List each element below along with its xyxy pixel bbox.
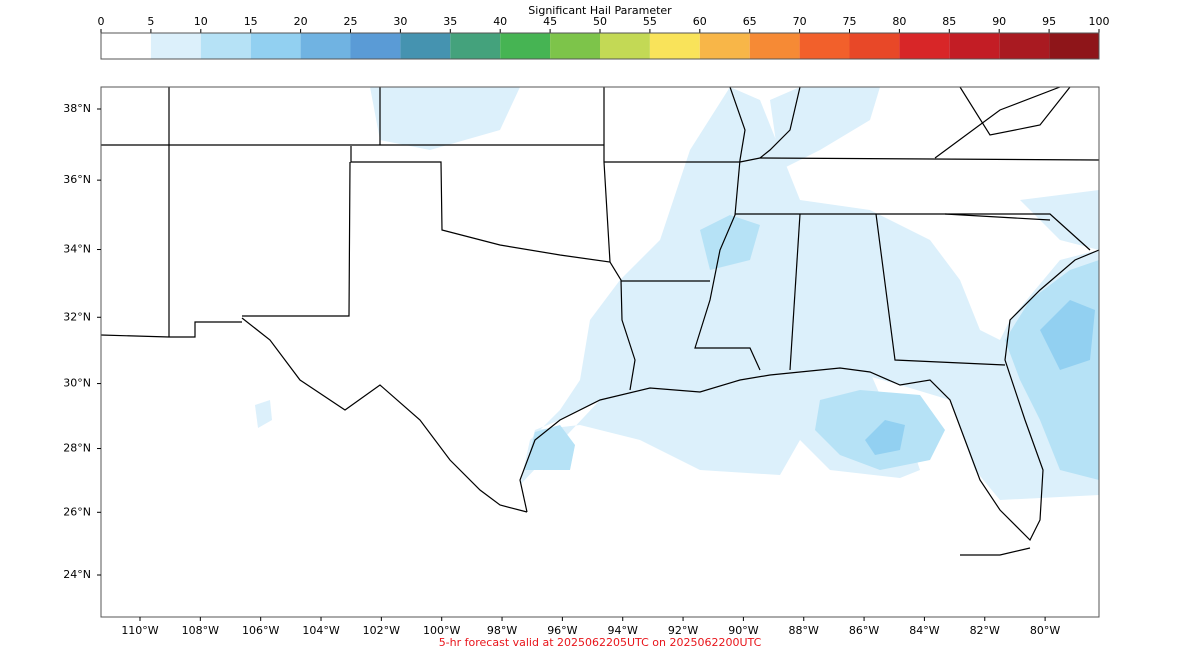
lon-label: 108°W bbox=[182, 624, 219, 637]
colorbar-tick-label: 15 bbox=[244, 15, 258, 28]
colorbar-tick-label: 20 bbox=[294, 15, 308, 28]
lon-label: 86°W bbox=[849, 624, 879, 637]
colorbar-segment bbox=[799, 33, 850, 59]
colorbar-segment bbox=[400, 33, 451, 59]
colorbar-segment bbox=[949, 33, 1000, 59]
lon-label: 94°W bbox=[608, 624, 638, 637]
colorbar: 0 5 10 15 20 25 30 35 40 45 50 55 60 65 70 75 80 85 90 95 10… bbox=[98, 15, 1110, 59]
colorbar-segment bbox=[300, 33, 351, 59]
colorbar-segment bbox=[749, 33, 800, 59]
lat-label: 24°N bbox=[63, 568, 91, 581]
lon-label: 82°W bbox=[970, 624, 1000, 637]
colorbar-tick-label: 100 bbox=[1089, 15, 1110, 28]
colorbar-tick-label: 55 bbox=[643, 15, 657, 28]
colorbar-tick-label: 50 bbox=[593, 15, 607, 28]
lat-label: 38°N bbox=[63, 102, 91, 115]
colorbar-segment bbox=[200, 33, 251, 59]
colorbar-tick-label: 30 bbox=[393, 15, 407, 28]
colorbar-tick-label: 25 bbox=[344, 15, 358, 28]
colorbar-segment bbox=[999, 33, 1050, 59]
lat-label: 26°N bbox=[63, 505, 91, 518]
colorbar-segment bbox=[101, 33, 151, 59]
map-frame bbox=[100, 86, 1100, 618]
lon-label: 100°W bbox=[423, 624, 460, 637]
colorbar-segment bbox=[600, 33, 650, 59]
colorbar-tick-label: 40 bbox=[493, 15, 507, 28]
colorbar-segment bbox=[550, 33, 600, 59]
colorbar-tick-label: 60 bbox=[693, 15, 707, 28]
lon-label: 110°W bbox=[121, 624, 158, 637]
lon-label: 84°W bbox=[909, 624, 939, 637]
boundaries bbox=[101, 87, 1099, 556]
colorbar-tick-label: 10 bbox=[194, 15, 208, 28]
colorbar-segment bbox=[649, 33, 700, 59]
colorbar-tick-label: 70 bbox=[793, 15, 807, 28]
lon-label: 90°W bbox=[728, 624, 758, 637]
colorbar-tick-label: 80 bbox=[892, 15, 906, 28]
colorbar-tick-label: 0 bbox=[98, 15, 105, 28]
colorbar-tick-label: 75 bbox=[843, 15, 857, 28]
colorbar-segment bbox=[849, 33, 900, 59]
colorbar-tick-label: 35 bbox=[443, 15, 457, 28]
lon-label: 92°W bbox=[668, 624, 698, 637]
colorbar-tick-label: 5 bbox=[147, 15, 154, 28]
footer: 5-hr forecast valid at 2025062205UTC on … bbox=[439, 636, 762, 649]
colorbar-tick-label: 85 bbox=[942, 15, 956, 28]
colorbar-tick-label: 90 bbox=[992, 15, 1006, 28]
field-shading bbox=[255, 87, 1099, 500]
colorbar-segment bbox=[350, 33, 401, 59]
lon-label: 88°W bbox=[789, 624, 819, 637]
colorbar-tick-label: 95 bbox=[1042, 15, 1056, 28]
colorbar-segment bbox=[250, 33, 301, 59]
lon-label: 80°W bbox=[1030, 624, 1060, 637]
colorbar-segment bbox=[1049, 33, 1099, 59]
colorbar-segment bbox=[450, 33, 501, 59]
colorbar-segment bbox=[699, 33, 750, 59]
map bbox=[100, 86, 1100, 618]
colorbar-segment bbox=[899, 33, 950, 59]
colorbar-segment bbox=[150, 33, 201, 59]
lon-label: 98°W bbox=[487, 624, 517, 637]
lat-label: 28°N bbox=[63, 442, 91, 455]
lon-label: 96°W bbox=[547, 624, 577, 637]
lat-label: 34°N bbox=[63, 243, 91, 256]
map-axes: 38°N 36°N 34°N 32°N 30°N 28°N 26°N 24°N 110°W 108… bbox=[63, 102, 1060, 637]
colorbar-tick-label: 65 bbox=[743, 15, 757, 28]
lat-label: 36°N bbox=[63, 173, 91, 186]
lat-label: 30°N bbox=[63, 377, 91, 390]
colorbar-segment bbox=[500, 33, 551, 59]
colorbar-title: Significant Hail Parameter bbox=[528, 4, 672, 17]
colorbar-frame bbox=[100, 32, 1100, 60]
lon-label: 104°W bbox=[302, 624, 339, 637]
lat-label: 32°N bbox=[63, 310, 91, 323]
colorbar-tick-label: 45 bbox=[543, 15, 557, 28]
lon-label: 102°W bbox=[363, 624, 400, 637]
lon-label: 106°W bbox=[242, 624, 279, 637]
